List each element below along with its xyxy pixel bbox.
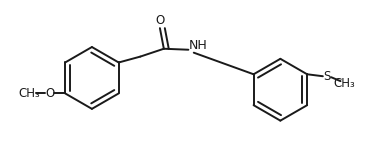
Text: NH: NH (189, 39, 207, 52)
Text: S: S (324, 70, 331, 83)
Text: O: O (155, 14, 164, 27)
Text: O: O (46, 87, 55, 100)
Text: CH₃: CH₃ (19, 87, 40, 100)
Text: CH₃: CH₃ (334, 77, 355, 90)
